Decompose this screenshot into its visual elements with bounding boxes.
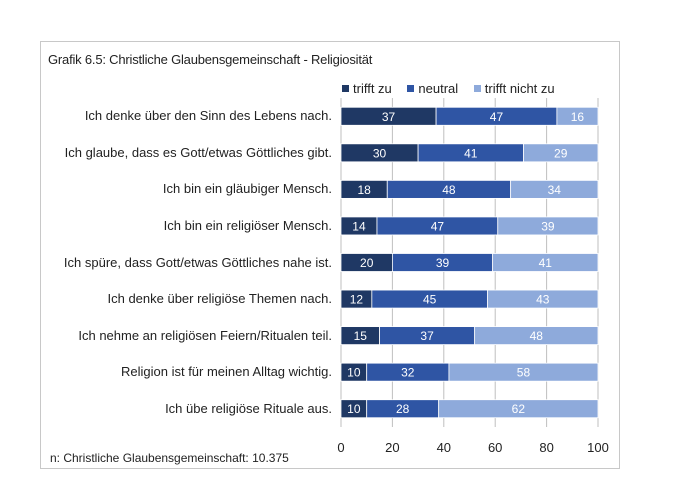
chart-frame [40, 41, 620, 469]
bar-label-8-1: 28 [396, 402, 410, 416]
chart-title: Grafik 6.5: Christliche Glaubensgemeinsc… [48, 52, 373, 67]
legend-label-neutral: neutral [418, 81, 459, 96]
bar-label-6-0: 15 [354, 329, 368, 343]
bar-label-3-2: 39 [541, 219, 555, 233]
bar-label-0-1: 47 [490, 110, 504, 124]
legend-item-trifft-zu: trifft zu [342, 81, 392, 96]
category-label-4: Ich spüre, dass Gott/etwas Göttliches na… [63, 254, 332, 270]
category-label-6: Ich nehme an religiösen Feiern/Ritualen … [78, 327, 332, 343]
bar-label-0-0: 37 [382, 110, 396, 124]
category-label-2: Ich bin ein gläubiger Mensch. [162, 181, 332, 197]
legend-swatch-trifft-zu [342, 85, 349, 92]
x-tick-label-3: 60 [488, 440, 502, 455]
bar-label-5-1: 45 [423, 293, 437, 307]
legend-item-neutral: neutral [407, 81, 458, 96]
category-label-8: Ich übe religiöse Rituale aus. [165, 400, 332, 416]
category-label-1: Ich glaube, dass es Gott/etwas Göttliche… [64, 144, 332, 160]
legend-swatch-trifft-nicht-zu [473, 85, 481, 92]
bar-7-2 [448, 362, 599, 382]
category-label-0: Ich denke über den Sinn des Lebens nach. [84, 108, 332, 124]
x-tick-label-2: 40 [437, 440, 451, 455]
bar-1-2 [523, 143, 599, 163]
legend-label-trifft-nicht-zu: trifft nicht zu [484, 81, 555, 96]
x-tick-label-4: 80 [539, 440, 553, 455]
bar-label-0-2: 16 [571, 110, 585, 124]
bar-label-3-0: 14 [352, 219, 366, 233]
bar-label-1-1: 41 [464, 146, 478, 160]
bar-label-1-0: 30 [373, 146, 387, 160]
legend: trifft zu neutral trifft nicht zu [342, 80, 567, 96]
bar-label-4-2: 41 [539, 256, 553, 270]
category-label-5: Ich denke über religiöse Themen nach. [107, 291, 332, 307]
bar-label-6-2: 48 [530, 329, 544, 343]
bar-3-2 [497, 216, 599, 236]
x-tick-label-5: 100 [587, 440, 609, 455]
bar-4-2 [492, 253, 599, 272]
bar-6-2 [474, 326, 599, 346]
bar-label-3-1: 47 [431, 219, 445, 233]
bar-label-8-0: 10 [347, 402, 361, 416]
bar-8-2 [438, 399, 599, 419]
legend-item-trifft-nicht-zu: trifft nicht zu [473, 81, 555, 96]
bar-label-5-2: 43 [536, 293, 550, 307]
bar-label-2-2: 34 [548, 183, 562, 197]
bar-2-2 [510, 179, 599, 199]
bar-label-7-2: 58 [517, 366, 531, 380]
bar-label-1-2: 29 [554, 146, 568, 160]
bar-label-4-1: 39 [436, 256, 450, 270]
bar-label-2-0: 18 [357, 183, 371, 197]
bar-label-2-1: 48 [442, 183, 456, 197]
bar-label-7-1: 32 [401, 366, 415, 380]
bar-0-2 [556, 106, 599, 126]
bar-label-5-0: 12 [350, 293, 364, 307]
bar-label-7-0: 10 [347, 366, 361, 380]
bar-5-2 [487, 289, 599, 309]
x-tick-label-1: 20 [385, 440, 399, 455]
category-label-3: Ich bin ein religiöser Mensch. [163, 217, 332, 233]
sample-note: n: Christliche Glaubensgemeinschaft: 10.… [50, 451, 289, 465]
bar-label-6-1: 37 [420, 329, 434, 343]
category-label-7: Religion ist für meinen Alltag wichtig. [121, 364, 332, 380]
bar-label-4-0: 20 [360, 256, 374, 270]
x-tick-label-0: 0 [337, 440, 344, 455]
bar-label-8-2: 62 [512, 402, 526, 416]
legend-swatch-neutral [407, 85, 415, 92]
legend-label-trifft-zu: trifft zu [353, 81, 392, 96]
